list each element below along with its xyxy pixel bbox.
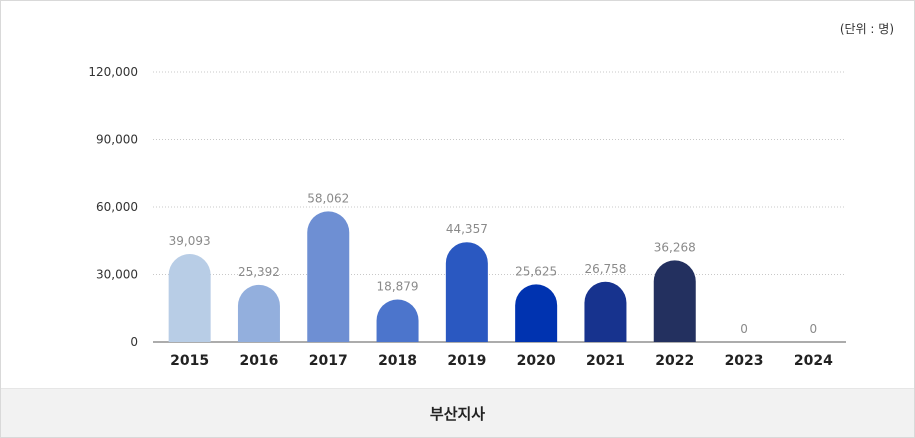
x-tick-label: 2021: [586, 353, 625, 369]
y-tick-label: 0: [130, 335, 138, 349]
chart-footer: 부산지사: [1, 388, 914, 437]
bar: [307, 211, 350, 342]
bar: [653, 260, 696, 342]
x-tick-label: 2017: [309, 353, 348, 369]
data-label: 0: [810, 322, 818, 336]
x-tick-label: 2018: [378, 353, 417, 369]
x-tick-label: 2024: [794, 353, 833, 369]
y-tick-label: 120,000: [88, 65, 138, 79]
bar-chart: 0 30,000 60,000 90,000 120,000 39,093 2015 25,3…: [88, 65, 846, 369]
unit-label: (단위 : 명): [839, 22, 894, 36]
bar: [376, 299, 419, 342]
data-label: 44,357: [446, 222, 488, 236]
x-tick-label: 2015: [170, 353, 209, 369]
x-tick-label: 2020: [517, 353, 556, 369]
bar: [168, 254, 211, 342]
data-label: 0: [740, 322, 748, 336]
x-tick-label: 2016: [239, 353, 278, 369]
data-label: 58,062: [307, 191, 349, 205]
data-label: 26,758: [584, 262, 626, 276]
bar: [445, 242, 488, 342]
data-label: 18,879: [377, 280, 419, 294]
x-tick-label: 2023: [725, 353, 764, 369]
footer-title: 부산지사: [429, 404, 486, 423]
bar: [584, 281, 627, 342]
x-tick-label: 2022: [655, 353, 694, 369]
x-tick-label: 2019: [447, 353, 486, 369]
bar: [237, 284, 280, 342]
data-label: 36,268: [654, 240, 696, 254]
y-tick-label: 60,000: [96, 200, 138, 214]
y-tick-label: 30,000: [96, 268, 138, 282]
data-label: 25,392: [238, 265, 280, 279]
bar: [515, 284, 558, 342]
data-label: 25,625: [515, 264, 557, 278]
data-label: 39,093: [169, 234, 211, 248]
y-tick-label: 90,000: [96, 133, 138, 147]
